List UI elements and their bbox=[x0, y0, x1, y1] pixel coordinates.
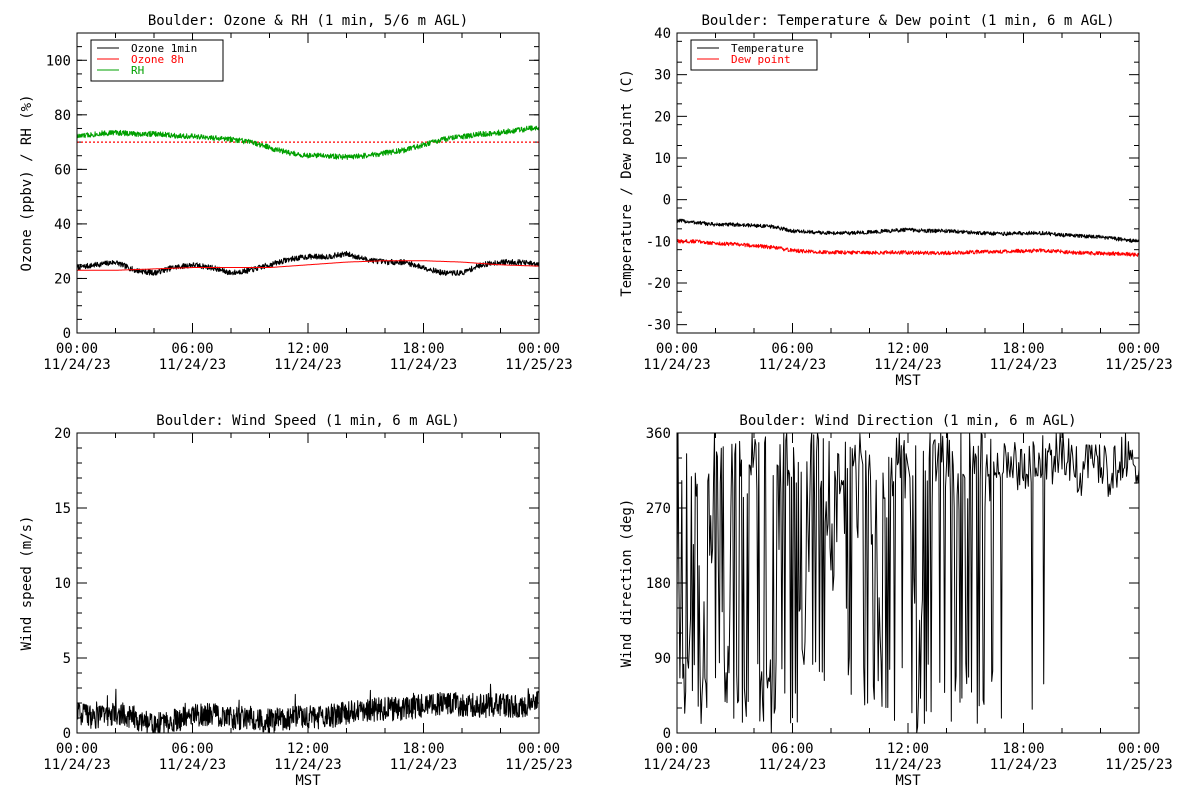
chart-title: Boulder: Wind Direction (1 min, 6 m AGL) bbox=[739, 413, 1076, 429]
chart-panel-3: Boulder: Wind Speed (1 min, 6 m AGL) Wind… bbox=[19, 413, 573, 789]
x-tick-label-date: 11/24/23 bbox=[643, 757, 710, 773]
y-axis-label: Ozone (ppbv) / RH (%) bbox=[19, 94, 35, 271]
y-tick-label: 270 bbox=[646, 501, 671, 517]
x-tick-label-date: 11/25/23 bbox=[505, 757, 572, 773]
y-tick-label: -10 bbox=[646, 234, 671, 250]
x-axis-label: MST bbox=[295, 773, 321, 789]
x-tick-label-date: 11/25/23 bbox=[1105, 757, 1172, 773]
legend-label: RH bbox=[131, 64, 144, 77]
x-tick-label-date: 11/24/23 bbox=[990, 357, 1057, 373]
y-tick-label: 180 bbox=[646, 576, 671, 592]
x-tick-label-date: 11/24/23 bbox=[643, 357, 710, 373]
plot-frame bbox=[76, 32, 540, 334]
x-tick-label-time: 00:00 bbox=[1118, 341, 1160, 357]
x-tick-label-date: 11/24/23 bbox=[390, 757, 457, 773]
x-tick-label-time: 06:00 bbox=[771, 741, 813, 757]
y-tick-label: 40 bbox=[654, 26, 671, 42]
x-tick-label-date: 11/24/23 bbox=[759, 357, 826, 373]
legend-label: Ozone 1min bbox=[131, 42, 197, 55]
x-tick-label-time: 00:00 bbox=[1118, 741, 1160, 757]
x-axis-label: MST bbox=[895, 773, 921, 789]
x-tick-label-time: 00:00 bbox=[518, 741, 560, 757]
y-tick-label: 10 bbox=[54, 576, 71, 592]
series-line-1 bbox=[676, 218, 1140, 243]
x-tick-label-date: 11/25/23 bbox=[505, 357, 572, 373]
x-tick-label-time: 00:00 bbox=[518, 341, 560, 357]
x-tick-label-time: 12:00 bbox=[287, 341, 329, 357]
legend-box bbox=[90, 39, 224, 82]
x-tick-label-date: 11/24/23 bbox=[43, 757, 110, 773]
x-tick-label-date: 11/24/23 bbox=[159, 357, 226, 373]
legend-label: Dew point bbox=[731, 53, 791, 66]
chart-title: Boulder: Wind Speed (1 min, 6 m AGL) bbox=[156, 413, 459, 429]
x-tick-label-time: 06:00 bbox=[171, 341, 213, 357]
y-tick-label: 5 bbox=[63, 651, 71, 667]
chart-title: Boulder: Temperature & Dew point (1 min,… bbox=[701, 13, 1114, 29]
series-line-1 bbox=[76, 250, 540, 276]
legend-label: Ozone 8h bbox=[131, 53, 184, 66]
y-tick-label: 360 bbox=[646, 426, 671, 442]
y-axis-label: Temperature / Dew point (C) bbox=[619, 69, 635, 297]
y-tick-label: 0 bbox=[663, 193, 671, 209]
chart-panel-1: Boulder: Ozone & RH (1 min, 5/6 m AGL) Oz… bbox=[19, 13, 573, 373]
x-tick-label-time: 12:00 bbox=[887, 741, 929, 757]
x-tick-label-time: 06:00 bbox=[171, 741, 213, 757]
series-line-1 bbox=[676, 432, 1140, 734]
x-axis-label: MST bbox=[895, 373, 921, 389]
series-line-2 bbox=[76, 260, 540, 271]
y-tick-label: -20 bbox=[646, 276, 671, 292]
y-tick-label: 20 bbox=[54, 271, 71, 287]
y-tick-label: 20 bbox=[654, 109, 671, 125]
x-tick-label-time: 18:00 bbox=[1002, 341, 1044, 357]
x-tick-label-date: 11/24/23 bbox=[990, 757, 1057, 773]
y-tick-label: 0 bbox=[663, 726, 671, 742]
series-line-3 bbox=[76, 125, 540, 160]
x-tick-label-date: 11/24/23 bbox=[874, 357, 941, 373]
x-tick-label-date: 11/24/23 bbox=[43, 357, 110, 373]
y-axis-label: Wind direction (deg) bbox=[619, 499, 635, 668]
y-tick-label: 0 bbox=[63, 326, 71, 342]
y-tick-label: 15 bbox=[54, 501, 71, 517]
legend-box bbox=[690, 39, 818, 71]
plot-frame bbox=[676, 32, 1140, 334]
x-tick-label-date: 11/24/23 bbox=[390, 357, 457, 373]
legend-label: Temperature bbox=[731, 42, 804, 55]
y-tick-label: 60 bbox=[54, 162, 71, 178]
y-axis-label: Wind speed (m/s) bbox=[19, 516, 35, 651]
x-tick-label-time: 00:00 bbox=[56, 341, 98, 357]
x-tick-label-time: 12:00 bbox=[287, 741, 329, 757]
plot-frame bbox=[76, 432, 540, 734]
x-tick-label-time: 00:00 bbox=[656, 741, 698, 757]
y-tick-label: 40 bbox=[54, 217, 71, 233]
y-tick-label: 30 bbox=[654, 68, 671, 84]
x-tick-label-time: 18:00 bbox=[1002, 741, 1044, 757]
x-tick-label-time: 18:00 bbox=[402, 741, 444, 757]
series-line-1 bbox=[76, 683, 540, 734]
x-tick-label-time: 00:00 bbox=[656, 341, 698, 357]
x-tick-label-time: 12:00 bbox=[887, 341, 929, 357]
y-tick-label: -30 bbox=[646, 318, 671, 334]
x-tick-label-date: 11/24/23 bbox=[274, 757, 341, 773]
chart-panel-4: Boulder: Wind Direction (1 min, 6 m AGL)… bbox=[619, 413, 1173, 789]
x-tick-label-time: 06:00 bbox=[771, 341, 813, 357]
x-tick-label-date: 11/24/23 bbox=[159, 757, 226, 773]
x-tick-label-time: 18:00 bbox=[402, 341, 444, 357]
y-tick-label: 20 bbox=[54, 426, 71, 442]
plot-frame bbox=[676, 432, 1140, 734]
y-tick-label: 10 bbox=[654, 151, 671, 167]
x-tick-label-date: 11/24/23 bbox=[274, 357, 341, 373]
y-tick-label: 80 bbox=[54, 108, 71, 124]
chart-panel-2: Boulder: Temperature & Dew point (1 min,… bbox=[619, 13, 1173, 389]
y-tick-label: 90 bbox=[654, 651, 671, 667]
x-tick-label-date: 11/25/23 bbox=[1105, 357, 1172, 373]
y-tick-label: 0 bbox=[63, 726, 71, 742]
x-tick-label-date: 11/24/23 bbox=[874, 757, 941, 773]
y-tick-label: 100 bbox=[46, 53, 71, 69]
x-tick-label-date: 11/24/23 bbox=[759, 757, 826, 773]
x-tick-label-time: 00:00 bbox=[56, 741, 98, 757]
chart-title: Boulder: Ozone & RH (1 min, 5/6 m AGL) bbox=[148, 13, 468, 29]
series-line-2 bbox=[676, 239, 1140, 257]
